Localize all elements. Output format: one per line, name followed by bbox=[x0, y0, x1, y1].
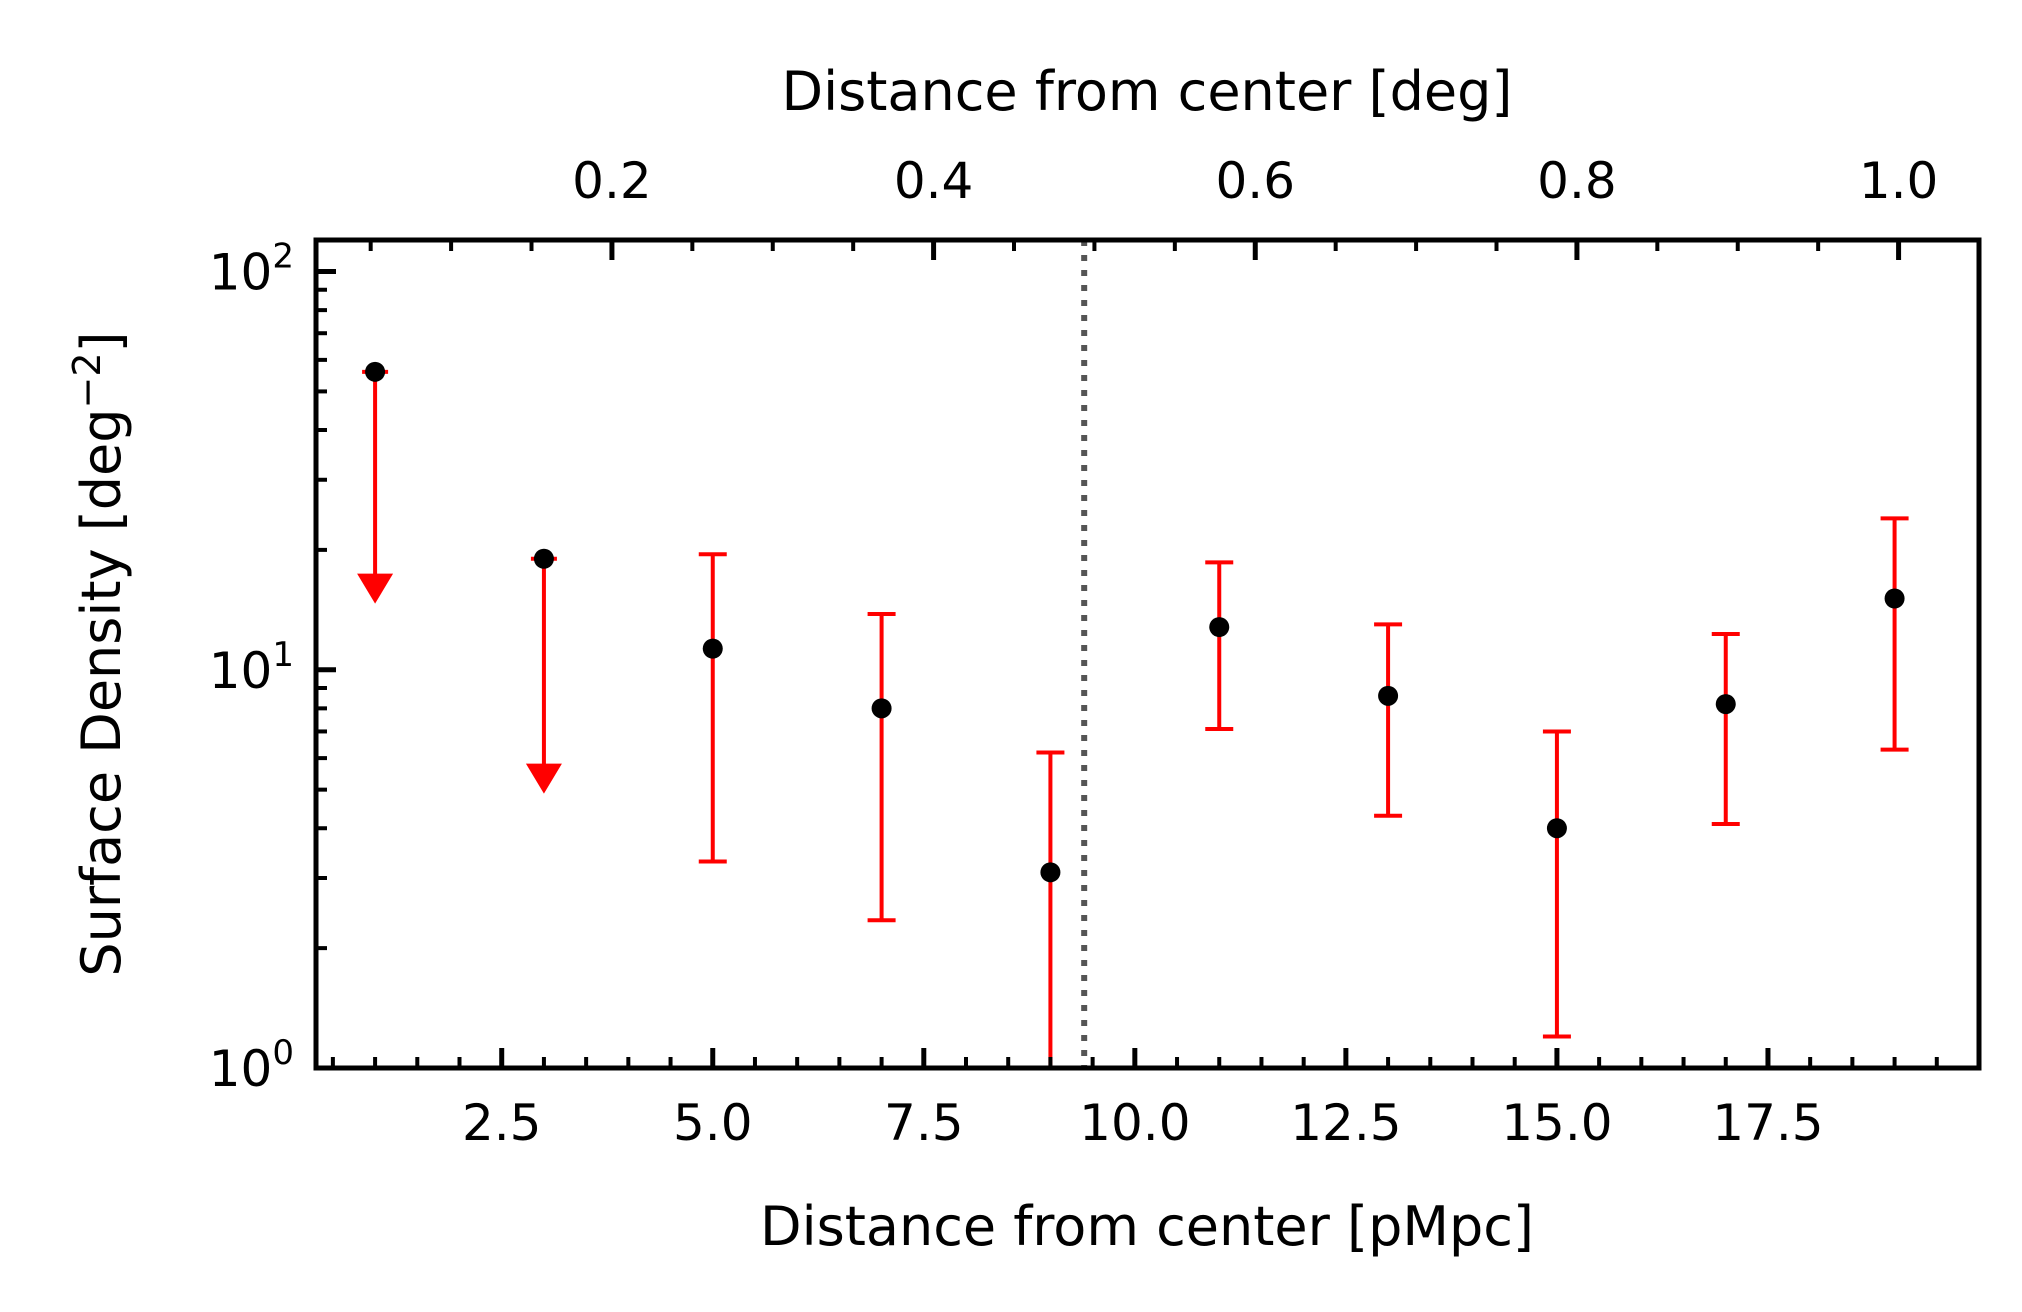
top-x-tick-label: 0.4 bbox=[894, 152, 974, 210]
top-x-tick-label: 1.0 bbox=[1859, 152, 1939, 210]
y-axis-label-superscript: −2 bbox=[65, 352, 109, 408]
y-tick-label-exponent: 2 bbox=[272, 237, 294, 277]
x-tick-label: 10.0 bbox=[1079, 1094, 1190, 1152]
data-point bbox=[1378, 685, 1399, 706]
y-axis-label-main: Surface Density [deg bbox=[70, 408, 133, 976]
x-axis-label: Distance from center [pMpc] bbox=[760, 1195, 1534, 1258]
top-x-tick-label: 0.2 bbox=[572, 152, 652, 210]
y-tick-label: 102 bbox=[209, 237, 294, 302]
y-tick-label-base: 10 bbox=[209, 244, 273, 302]
upper-limit-arrowhead bbox=[357, 573, 394, 604]
upper-limit-arrowhead bbox=[525, 763, 562, 794]
data-point bbox=[365, 361, 386, 382]
y-axis-label-end: ] bbox=[70, 331, 133, 352]
data-point bbox=[1040, 862, 1061, 883]
top-x-tick-label: 0.6 bbox=[1215, 152, 1295, 210]
data-point bbox=[1715, 694, 1736, 715]
plot-frame bbox=[313, 237, 1982, 1071]
data-point bbox=[871, 698, 892, 719]
y-tick-label-exponent: 0 bbox=[272, 1033, 294, 1073]
x-tick-label: 2.5 bbox=[462, 1094, 542, 1152]
tick-labels-group: 2.5 5.0 7.5 10.0 12.5 15.0 17.5 0.2 0.4 0.6 0.8 1.0… bbox=[209, 152, 1939, 1152]
data-point bbox=[702, 638, 723, 659]
y-tick-label-exponent: 1 bbox=[272, 635, 294, 675]
data-points-group bbox=[365, 361, 1905, 883]
y-tick-label-base: 10 bbox=[209, 642, 273, 700]
y-tick-label-base: 10 bbox=[209, 1040, 273, 1098]
x-tick-label: 5.0 bbox=[673, 1094, 753, 1152]
y-tick-label: 101 bbox=[209, 635, 294, 700]
data-point bbox=[533, 548, 554, 569]
x-tick-label: 15.0 bbox=[1501, 1094, 1612, 1152]
data-point bbox=[1209, 617, 1230, 638]
error-bars-group bbox=[357, 369, 1909, 1068]
y-axis-label: Surface Density [deg−2] bbox=[65, 331, 133, 976]
data-point bbox=[1546, 818, 1567, 839]
x-tick-label: 17.5 bbox=[1712, 1094, 1823, 1152]
x-tick-label: 7.5 bbox=[884, 1094, 964, 1152]
x-tick-label: 12.5 bbox=[1290, 1094, 1401, 1152]
y-tick-label: 100 bbox=[209, 1033, 294, 1098]
data-point bbox=[1884, 588, 1905, 609]
top-x-axis-label: Distance from center [deg] bbox=[782, 60, 1513, 123]
top-x-tick-label: 0.8 bbox=[1537, 152, 1617, 210]
